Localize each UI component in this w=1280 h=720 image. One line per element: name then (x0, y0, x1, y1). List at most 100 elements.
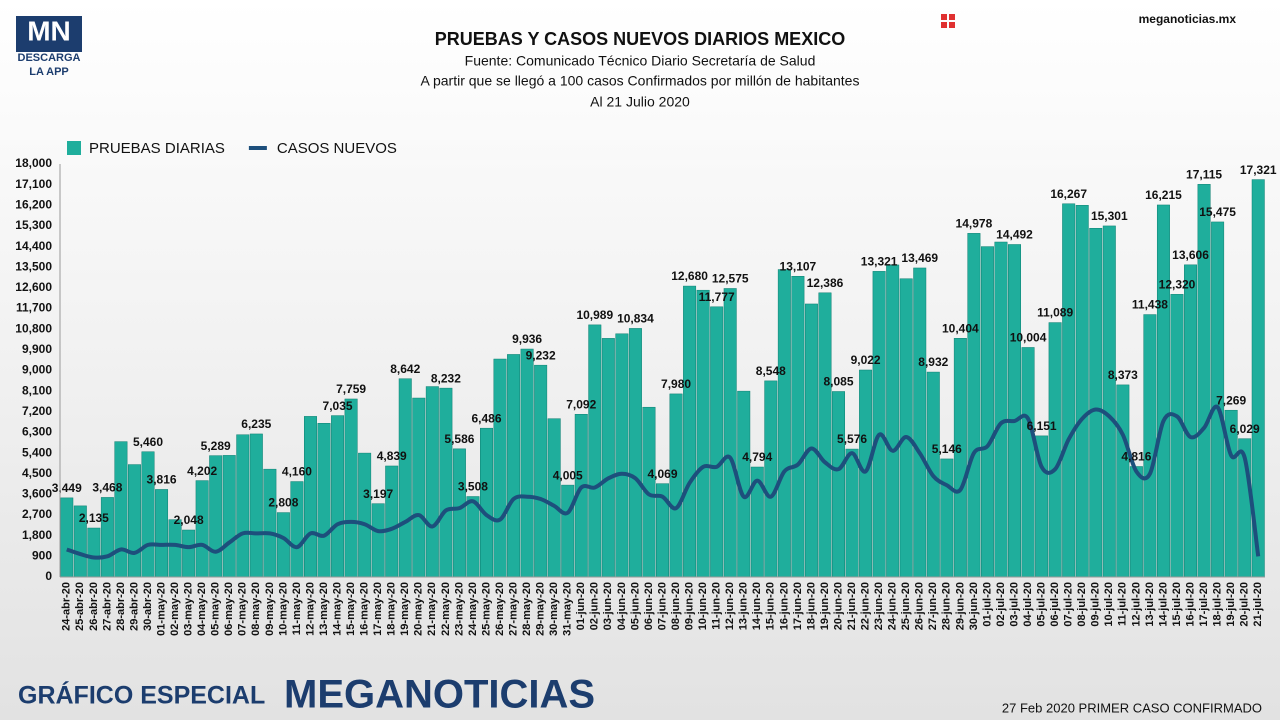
bar (317, 423, 331, 578)
y-tick-label: 900 (32, 549, 52, 563)
bar (155, 489, 169, 578)
x-tick-label: 02-may-20 (169, 582, 181, 636)
data-label: 16,267 (1050, 187, 1087, 201)
x-tick-label: 17-may-20 (372, 582, 384, 636)
bar (507, 354, 521, 578)
data-label: 8,085 (823, 375, 853, 389)
bar (899, 278, 913, 578)
bar (520, 348, 534, 578)
bar (452, 448, 466, 578)
x-tick-label: 03-may-20 (183, 582, 195, 636)
data-label: 6,151 (1027, 419, 1057, 433)
data-label: 11,777 (699, 290, 735, 304)
x-tick-label: 18-may-20 (386, 582, 398, 636)
data-label: 10,004 (1010, 331, 1047, 345)
bar (412, 397, 426, 578)
x-tick-label: 02-jun-20 (589, 582, 601, 630)
legend-label: PRUEBAS DIARIAS (89, 140, 225, 157)
x-tick-label: 28-abr-20 (115, 582, 127, 631)
subtitle: Fuente: Comunicado Técnico Diario Secret… (465, 53, 816, 69)
data-label: 17,115 (1186, 167, 1222, 181)
bar (358, 452, 372, 578)
data-label: 6,235 (241, 417, 271, 431)
bar (1021, 347, 1035, 578)
data-label: 8,642 (390, 362, 420, 376)
bar (1129, 466, 1143, 578)
data-label: 6,029 (1230, 422, 1260, 436)
x-tick-label: 01-jun-20 (575, 582, 587, 630)
x-tick-label: 01-may-20 (155, 582, 167, 636)
bar (561, 484, 575, 578)
bar (385, 465, 399, 578)
bar (615, 333, 629, 578)
x-tick-label: 30-may-20 (548, 582, 560, 636)
bar (1089, 227, 1103, 578)
site: meganoticias.mx (1139, 12, 1237, 26)
bar (493, 358, 507, 578)
x-tick-label: 26-may-20 (494, 582, 506, 636)
x-tick-label: 14-jul-20 (1157, 582, 1169, 627)
bar (276, 512, 290, 578)
bar (818, 292, 832, 578)
footer-left: GRÁFICO ESPECIAL (18, 681, 265, 710)
bar (669, 393, 683, 578)
x-tick-label: 31-may-20 (562, 582, 574, 636)
x-tick-label: 10-jun-20 (697, 582, 709, 630)
data-label: 15,475 (1199, 205, 1236, 219)
data-label: 5,289 (201, 439, 231, 453)
x-tick-label: 07-jul-20 (1063, 582, 1075, 627)
x-tick-label: 29-abr-20 (128, 582, 140, 631)
y-tick-label: 2,700 (22, 507, 52, 521)
y-tick-label: 9,900 (22, 342, 52, 356)
x-tick-label: 05-jun-20 (629, 582, 641, 630)
data-label: 4,794 (742, 450, 772, 464)
bar (114, 441, 128, 578)
x-tick-label: 15-jul-20 (1171, 582, 1183, 627)
data-label: 4,160 (282, 465, 312, 479)
x-tick-label: 27-abr-20 (101, 582, 113, 631)
data-label: 12,386 (807, 276, 844, 290)
x-tick-label: 21-jun-20 (846, 582, 858, 630)
x-tick-label: 12-jun-20 (724, 582, 736, 630)
bar (723, 288, 737, 578)
data-label: 7,980 (661, 377, 691, 391)
x-tick-label: 02-jul-20 (995, 582, 1007, 627)
x-tick-label: 23-may-20 (453, 582, 465, 636)
y-tick-label: 10,800 (15, 321, 52, 335)
data-label: 2,808 (268, 496, 298, 510)
x-tick-label: 09-jul-20 (1090, 582, 1102, 627)
data-label: 8,548 (756, 364, 786, 378)
bar (222, 455, 236, 578)
x-tick-label: 17-jun-20 (792, 582, 804, 630)
bar (804, 303, 818, 578)
bar (710, 306, 724, 578)
bar (628, 328, 642, 578)
y-tick-label: 11,700 (16, 301, 52, 315)
x-tick-label: 20-may-20 (413, 582, 425, 636)
x-tick-label: 21-may-20 (426, 582, 438, 636)
bar (791, 276, 805, 578)
bar (1008, 244, 1022, 578)
data-label: 12,320 (1159, 277, 1196, 291)
data-label: 8,373 (1108, 368, 1138, 382)
bar (344, 398, 358, 578)
x-tick-label: 24-abr-20 (61, 582, 73, 631)
x-tick-label: 20-jun-20 (832, 582, 844, 630)
subtitle: Al 21 Julio 2020 (590, 94, 690, 110)
data-label: 15,301 (1091, 209, 1128, 223)
x-tick-label: 28-jun-20 (941, 582, 953, 630)
x-tick-label: 08-jun-20 (670, 582, 682, 630)
y-tick-label: 15,300 (15, 218, 52, 232)
y-tick-label: 8,100 (22, 383, 52, 397)
data-label: 4,005 (553, 468, 583, 482)
x-tick-label: 30-abr-20 (142, 582, 154, 631)
logo-sub2: LA APP (29, 66, 69, 78)
data-label: 2,048 (174, 513, 204, 527)
x-tick-label: 13-may-20 (318, 582, 330, 636)
icon (949, 22, 955, 28)
y-tick-label: 9,000 (22, 363, 52, 377)
bar (588, 324, 602, 578)
bar (683, 285, 697, 578)
data-label: 5,146 (932, 442, 962, 456)
